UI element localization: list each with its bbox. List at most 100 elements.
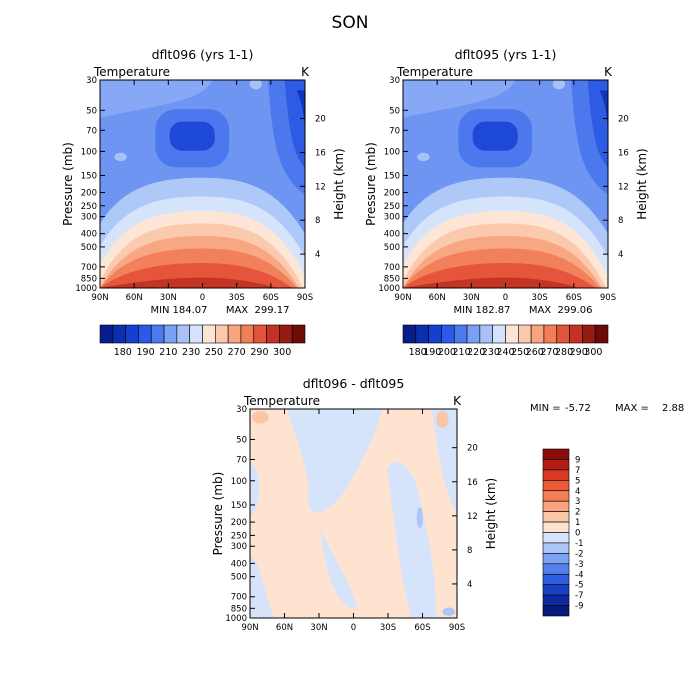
colorbar-label: 250 [511, 347, 529, 358]
colorbar-swatch [215, 324, 229, 344]
chart-title: dflt095 (yrs 1-1) [455, 47, 557, 62]
x-tick-label: 30N [463, 293, 480, 303]
colorbar-swatch [266, 324, 280, 344]
colorbar-swatch [542, 573, 570, 585]
field-contour-band [100, 80, 213, 118]
stat-min-value: 184.07 [173, 305, 208, 316]
x-tick-label: 30N [160, 293, 177, 303]
y-right-tick-label: 8 [315, 216, 320, 226]
y-right-tick-label: 4 [315, 250, 320, 260]
y-tick-label: 500 [231, 573, 247, 583]
y-tick-label: 700 [231, 593, 247, 603]
y-tick-label: 200 [384, 189, 400, 199]
colorbar-swatch [556, 324, 570, 344]
field-contour-band [432, 409, 457, 514]
y-tick-label: 150 [81, 171, 97, 181]
colorbar-label: 5 [575, 476, 580, 486]
stat-max-label: MAX [226, 305, 248, 316]
colorbar-swatch [542, 605, 570, 617]
y-right-tick-label: 20 [467, 444, 478, 454]
y-right-tick-label: 8 [618, 216, 623, 226]
y-tick-label: 700 [81, 263, 97, 273]
y-tick-label: 70 [236, 456, 247, 466]
x-tick-label: 90N [394, 293, 411, 303]
y-right-axis-label: Height (km) [484, 478, 498, 549]
stat-min-label: MIN [453, 305, 472, 316]
y-tick-label: 700 [384, 263, 400, 273]
x-tick-label: 60N [429, 293, 446, 303]
y-tick-label: 250 [231, 531, 247, 541]
colorbar-swatch [542, 563, 570, 575]
colorbar-label: 270 [228, 347, 246, 358]
y-tick-label: 400 [81, 230, 97, 240]
field-contour-band [320, 530, 358, 609]
colorbar-label: 240 [496, 347, 514, 358]
x-tick-label: 30S [532, 293, 548, 303]
colorbar-swatch [112, 324, 126, 344]
colorbar-swatch [542, 553, 570, 565]
x-tick-label: 90N [91, 293, 108, 303]
colorbar-swatch [453, 324, 468, 344]
stat-max-label: MAX = [615, 403, 649, 414]
colorbar-label: 0 [575, 529, 580, 539]
field-patch [442, 607, 455, 616]
y-tick-label: 50 [236, 435, 247, 445]
colorbar-label: -5 [575, 581, 583, 591]
colorbar-swatch [492, 324, 506, 344]
chart-subtitle: Temperature [93, 65, 170, 79]
colorbar-label: 3 [575, 497, 580, 507]
field-patch [552, 80, 565, 90]
y-tick-label: 1000 [378, 284, 400, 294]
colorbar-swatch [594, 324, 609, 344]
y-tick-label: 30 [86, 76, 97, 86]
y-tick-label: 70 [389, 126, 400, 136]
y-tick-label: 250 [384, 202, 400, 212]
stat-min-label: MIN = [530, 403, 561, 414]
stat-min-value: -5.72 [565, 403, 591, 414]
x-tick-label: 90N [241, 623, 258, 633]
colorbar-swatch [428, 324, 442, 344]
colorbar-swatch [542, 584, 570, 596]
colorbar-swatch [542, 490, 570, 502]
y-tick-label: 100 [384, 147, 400, 157]
x-tick-label: 60S [263, 293, 279, 303]
x-tick-label: 90S [449, 623, 465, 633]
field-contour-band [250, 461, 260, 518]
y-tick-label: 200 [81, 189, 97, 199]
y-right-tick-label: 16 [315, 148, 326, 158]
y-tick-label: 500 [81, 243, 97, 253]
field-contour-band [100, 277, 277, 288]
field-contour-band [296, 90, 305, 139]
y-tick-label: 850 [231, 604, 247, 614]
colorbar-label: 260 [526, 347, 544, 358]
colorbar-swatch [441, 324, 455, 344]
field-contour-band [287, 409, 383, 513]
y-right-tick-label: 20 [315, 115, 326, 125]
colorbar-swatch [530, 324, 545, 344]
x-tick-label: 30N [310, 623, 327, 633]
colorbar-swatch [542, 480, 570, 492]
x-tick-label: 60S [566, 293, 582, 303]
colorbar-label: 290 [250, 347, 268, 358]
colorbar-label: 270 [540, 347, 558, 358]
colorbar-swatch [291, 324, 306, 344]
colorbar-label: -1 [575, 539, 583, 549]
colorbar-label: 280 [555, 347, 573, 358]
x-tick-label: 0 [200, 293, 205, 303]
colorbar-swatch [189, 324, 203, 344]
y-tick-label: 850 [81, 274, 97, 284]
y-tick-label: 50 [86, 106, 97, 116]
x-tick-label: 30S [380, 623, 396, 633]
y-tick-label: 300 [231, 542, 247, 552]
field-cold-core-inner [169, 121, 215, 151]
colorbar-swatch [542, 469, 570, 481]
colorbar-swatch [466, 324, 481, 344]
colorbar-label: 2 [575, 508, 580, 518]
y-tick-label: 250 [81, 202, 97, 212]
y-axis-label: Pressure (mb) [61, 142, 75, 226]
y-right-axis-label: Height (km) [332, 148, 346, 219]
colorbar-label: 230 [482, 347, 500, 358]
colorbar-label: 200 [438, 347, 456, 358]
unit-label: K [604, 65, 613, 79]
